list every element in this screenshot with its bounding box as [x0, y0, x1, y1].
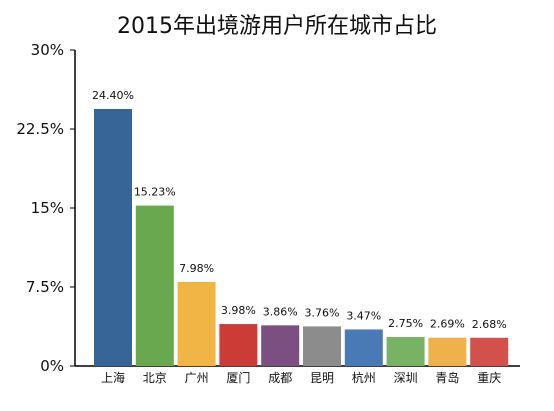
y-tick-label: 30% [31, 41, 64, 59]
value-label: 3.76% [305, 306, 340, 319]
bar [94, 108, 132, 366]
bar [470, 337, 509, 366]
bars [94, 108, 509, 366]
value-label: 7.98% [179, 262, 214, 275]
value-label: 2.75% [388, 317, 423, 330]
value-label: 3.86% [263, 305, 298, 318]
value-labels: 24.40% 15.23% 7.98% 3.98% 3.86% 3.76% 3.47% 2.7… [92, 89, 507, 331]
bar [344, 329, 383, 366]
x-tick-label: 深圳 [394, 371, 418, 385]
bar [386, 337, 425, 366]
x-tick-label: 广州 [185, 371, 209, 385]
value-label: 3.47% [346, 309, 381, 322]
value-label: 2.68% [472, 318, 507, 331]
chart-title: 2015年出境游用户所在城市占比 [117, 14, 437, 39]
value-label: 3.98% [221, 304, 256, 317]
y-tick-label: 7.5% [26, 278, 64, 296]
value-label: 2.69% [430, 318, 465, 331]
y-tick-label: 22.5% [16, 120, 64, 138]
x-tick-label: 北京 [143, 371, 167, 385]
value-label: 15.23% [134, 186, 176, 199]
x-tick-labels: 上海 北京 广州 厦门 成都 昆明 杭州 深圳 青岛 重庆 [101, 370, 501, 385]
bar [135, 205, 174, 366]
bar [219, 324, 258, 366]
y-ticks: 0% 7.5% 15% 22.5% 30% [16, 41, 75, 375]
bar [177, 281, 216, 366]
bar [261, 325, 300, 366]
x-tick-label: 青岛 [435, 370, 459, 385]
value-label: 24.40% [92, 89, 134, 102]
bar [428, 337, 467, 366]
x-tick-label: 杭州 [352, 370, 376, 385]
y-tick-label: 15% [31, 199, 64, 217]
x-tick-label: 昆明 [310, 371, 334, 385]
x-tick-label: 厦门 [226, 370, 250, 385]
bar [303, 326, 341, 366]
x-tick-label: 重庆 [477, 371, 501, 385]
y-tick-label: 0% [40, 357, 64, 375]
x-tick-label: 上海 [101, 370, 125, 385]
x-tick-label: 成都 [268, 371, 292, 385]
